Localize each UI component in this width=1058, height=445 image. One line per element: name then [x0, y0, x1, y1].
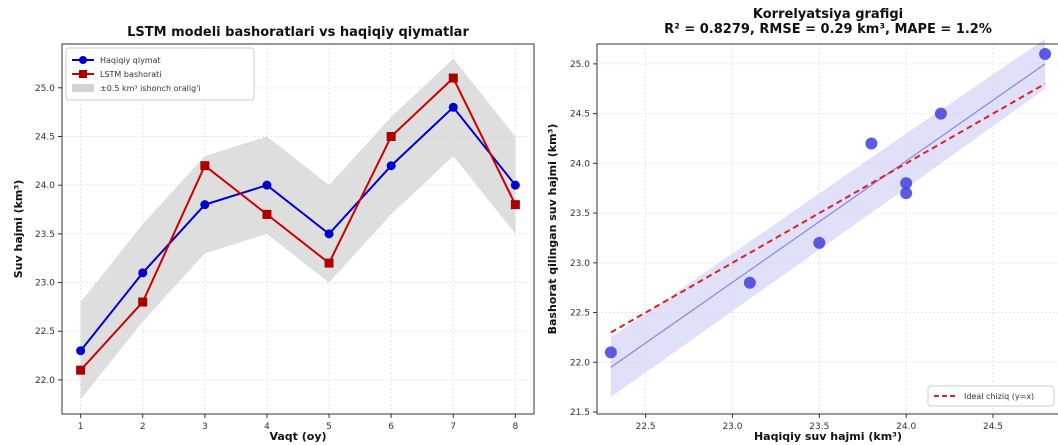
data-point-actual [510, 180, 520, 190]
data-point-lstm [138, 297, 148, 307]
scatter-point [900, 187, 913, 200]
legend-box [65, 47, 255, 101]
scatter-point [604, 346, 617, 359]
y-tick-label: 24.0 [35, 181, 55, 191]
left-plot-frame [61, 43, 535, 415]
x-tick-label: 4 [264, 422, 270, 432]
data-point-lstm [262, 209, 272, 219]
legend-patch-band [72, 84, 94, 92]
right-lines [610, 63, 1046, 368]
left-x-ticks: 1 2 3 4 5 6 7 8 [78, 414, 519, 432]
data-point-lstm [510, 200, 520, 210]
data-point-lstm [200, 161, 210, 171]
right-y-ticks: 21.5 22.0 22.5 23.0 23.5 24.0 24.5 25.0 [570, 60, 597, 418]
y-tick-label: 25.0 [570, 60, 590, 70]
scatter-point [743, 276, 756, 289]
legend-label-ideal: Ideal chiziq (y=x) [964, 392, 1034, 401]
data-point-actual [200, 200, 210, 210]
right-chart: Korrelyatsiya grafigi R² = 0.8279, RMSE … [546, 7, 1058, 443]
regression-band [610, 39, 1046, 398]
x-tick-label: 1 [78, 422, 84, 432]
right-x-ticks: 22.5 23.0 23.5 24.0 24.5 [636, 414, 1003, 432]
y-tick-label: 21.5 [570, 408, 590, 418]
data-point-lstm [386, 132, 396, 141]
left-chart: LSTM modeli bashoratlari vs haqiqiy qiym… [12, 25, 535, 443]
regression-band-area [610, 39, 1046, 398]
fit-line [610, 63, 1046, 368]
left-legend: Haqiqiy qiymat LSTM bashorati ±0.5 km³ i… [65, 47, 255, 101]
series-line-lstm [79, 76, 517, 371]
y-tick-label: 22.5 [35, 327, 55, 337]
y-tick-label: 24.5 [35, 133, 55, 143]
data-point-actual [448, 102, 458, 112]
left-y-axis-label: Suv hajmi (km³) [12, 180, 25, 279]
legend-marker-lstm [79, 70, 87, 78]
right-chart-subtitle: R² = 0.8279, RMSE = 0.29 km³, MAPE = 1.2… [664, 22, 992, 37]
scatter-point [900, 177, 913, 190]
x-tick-label: 23.5 [809, 422, 829, 432]
right-points [604, 47, 1052, 359]
x-tick-label: 2 [140, 422, 146, 432]
x-tick-label: 7 [450, 422, 456, 432]
left-series [76, 73, 520, 375]
scatter-point [1039, 47, 1052, 60]
data-point-actual [262, 180, 272, 190]
confidence-band [80, 58, 516, 400]
data-point-lstm [76, 365, 86, 375]
y-tick-label: 23.5 [35, 230, 55, 240]
y-tick-label: 25.0 [35, 84, 55, 94]
y-tick-label: 23.0 [35, 279, 55, 289]
y-tick-label: 23.5 [570, 209, 590, 219]
legend-marker-actual [79, 56, 87, 64]
right-chart-title: Korrelyatsiya grafigi [753, 7, 903, 22]
right-legend: Ideal chiziq (y=x) [927, 385, 1055, 407]
x-tick-label: 23.0 [722, 422, 742, 432]
scatter-point [865, 137, 878, 150]
x-tick-label: 24.0 [896, 422, 916, 432]
x-tick-label: 24.5 [983, 422, 1003, 432]
confidence-band-area [80, 58, 516, 400]
x-tick-label: 3 [202, 422, 208, 432]
ideal-line [610, 82, 1046, 334]
legend-box [927, 385, 1055, 407]
data-point-actual [386, 161, 396, 171]
legend-label-lstm: LSTM bashorati [100, 70, 162, 79]
data-point-lstm [448, 73, 458, 83]
x-tick-label: 22.5 [636, 422, 656, 432]
scatter-point [934, 107, 947, 120]
data-point-actual [324, 229, 334, 239]
left-x-axis-label: Vaqt (oy) [269, 430, 326, 443]
right-y-axis-label: Bashorat qilingan suv hajmi (km³) [546, 124, 559, 335]
right-x-axis-label: Haqiqiy suv hajmi (km³) [754, 430, 902, 443]
y-tick-label: 22.5 [570, 309, 590, 319]
x-tick-label: 5 [326, 422, 332, 432]
y-tick-label: 24.5 [570, 110, 590, 120]
data-point-actual [138, 268, 148, 278]
data-point-actual [76, 346, 86, 356]
y-tick-label: 23.0 [570, 259, 590, 269]
data-point-lstm [324, 258, 334, 268]
series-line-actual [79, 105, 517, 352]
scatter-point [813, 236, 826, 249]
left-chart-title: LSTM modeli bashoratlari vs haqiqiy qiym… [127, 25, 469, 40]
right-plot-frame [596, 43, 1058, 415]
left-y-ticks: 22.0 22.5 23.0 23.5 24.0 24.5 25.0 [35, 84, 62, 386]
y-tick-label: 22.0 [570, 358, 590, 368]
legend-label-band: ±0.5 km³ ishonch oralig'i [100, 84, 201, 93]
x-tick-label: 6 [388, 422, 394, 432]
x-tick-label: 8 [513, 422, 519, 432]
y-tick-label: 22.0 [35, 376, 55, 386]
legend-label-actual: Haqiqiy qiymat [100, 56, 161, 65]
y-tick-label: 24.0 [570, 159, 590, 169]
